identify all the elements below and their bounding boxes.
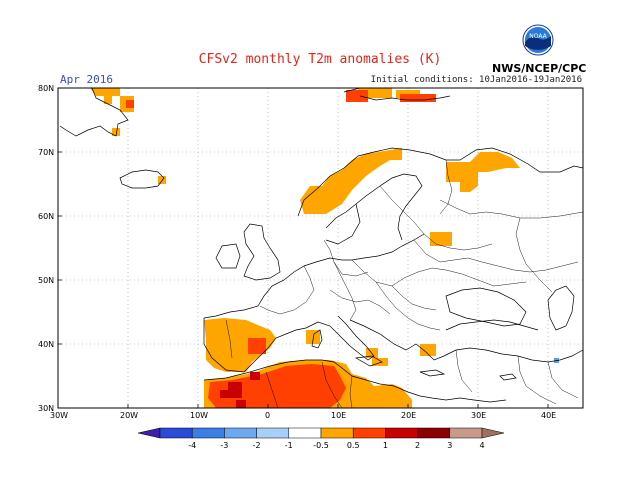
agency-label: NWS/NCEP/CPC <box>492 62 587 75</box>
lat-label: 70N <box>38 148 54 157</box>
initial-conditions: Initial conditions: 10Jan2016-19Jan2016 <box>370 75 582 85</box>
lon-label: 20E <box>401 411 416 420</box>
lon-label: 20W <box>120 411 138 420</box>
lat-label: 50N <box>38 276 54 285</box>
colorbar-label: -0.5 <box>313 441 329 450</box>
colorbar-swatch <box>352 427 386 439</box>
lon-label: 30W <box>50 411 68 420</box>
colorbar-label: 0.5 <box>347 441 360 450</box>
borders <box>225 159 584 409</box>
colorbar-swatch <box>288 427 322 439</box>
colorbar-label: 1 <box>383 441 388 450</box>
colorbar-swatch <box>256 427 290 439</box>
lon-label: 10E <box>331 411 346 420</box>
coastlines <box>59 87 584 403</box>
colorbar-swatch <box>449 427 483 439</box>
colorbar-swatch <box>159 427 193 439</box>
noaa-logo-icon: NOAA <box>522 24 554 56</box>
anomaly-fill-positive-2-3 <box>220 372 260 408</box>
lon-label: 30E <box>471 411 486 420</box>
colorbar-swatch <box>224 427 257 439</box>
lon-label: 0 <box>265 411 270 420</box>
colorbar-swatch <box>385 427 418 439</box>
colorbar-label: 3 <box>447 441 452 450</box>
colorbar-label: -3 <box>220 441 228 450</box>
colorbar-swatch <box>417 427 451 439</box>
colorbar-arrow-high <box>481 427 505 439</box>
lat-label: 40N <box>38 340 54 349</box>
lat-label: 30N <box>38 404 54 413</box>
forecast-period: Apr 2016 <box>60 73 113 86</box>
colorbar-label: 4 <box>479 441 484 450</box>
anomaly-fill-positive-1-2 <box>126 90 436 408</box>
lon-label: 10W <box>190 411 208 420</box>
colorbar-arrow-low <box>137 427 161 439</box>
colorbar-swatch <box>320 427 354 439</box>
lat-label: 60N <box>38 212 54 221</box>
colorbar-label: -2 <box>253 441 261 450</box>
chart-title: CFSv2 monthly T2m anomalies (K) <box>198 52 442 67</box>
svg-text:NOAA: NOAA <box>529 33 547 40</box>
colorbar-label: 2 <box>415 441 420 450</box>
lat-label: 80N <box>38 84 54 93</box>
map-frame <box>57 87 584 409</box>
lon-label: 40E <box>541 411 556 420</box>
colorbar-label: -1 <box>285 441 293 450</box>
colorbar-swatch <box>191 427 225 439</box>
colorbar-label: -4 <box>188 441 196 450</box>
